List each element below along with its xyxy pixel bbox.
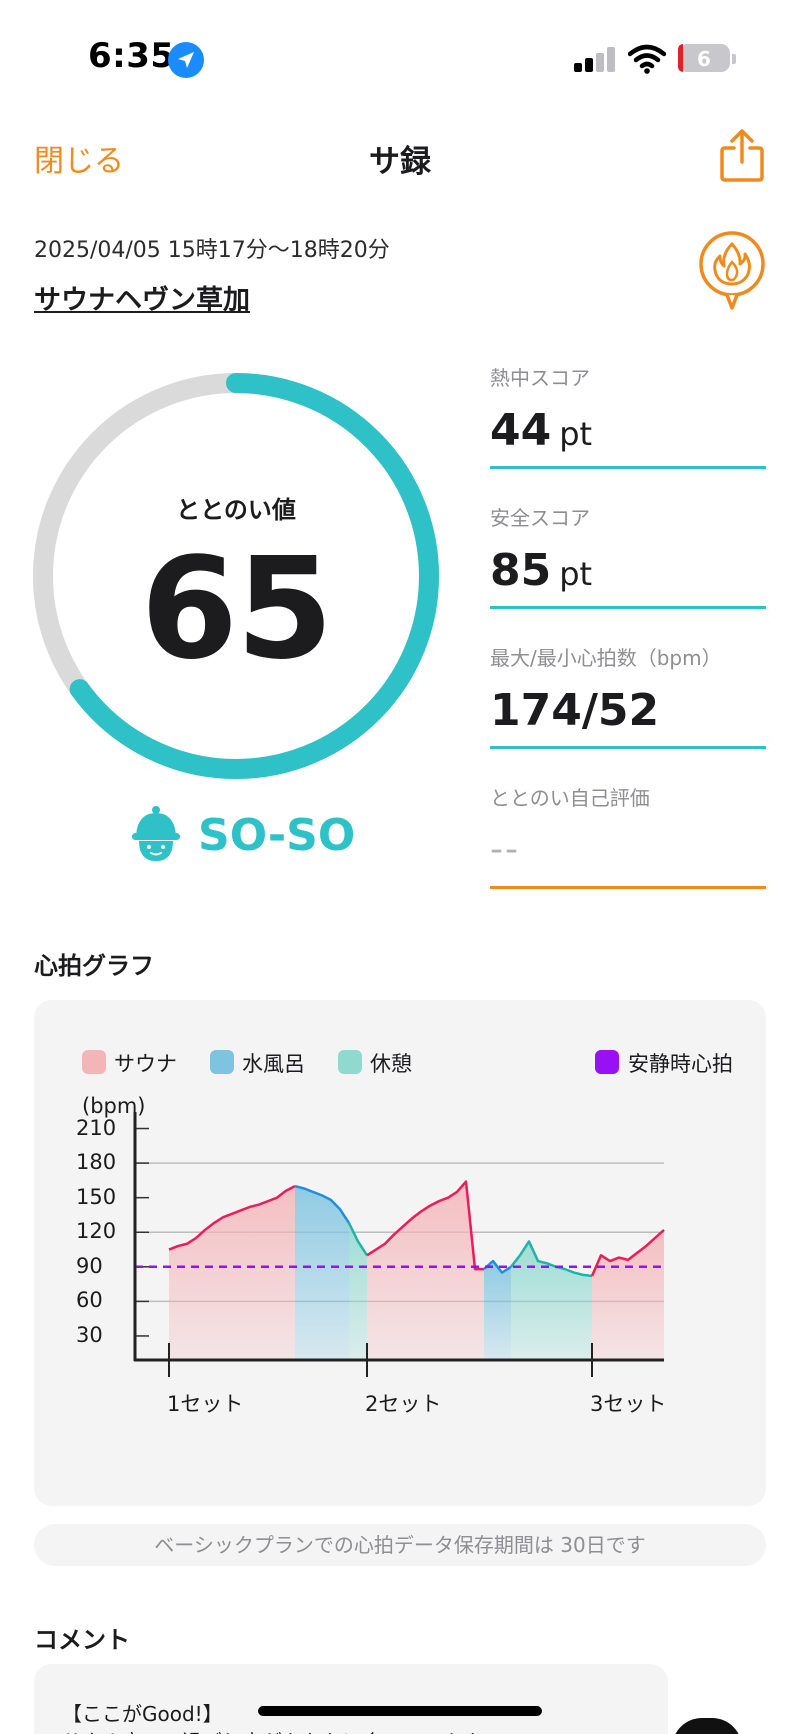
area-cold [484,1261,511,1359]
y-tick-label: 120 [76,1219,117,1244]
heat-score: 熱中スコア 44 pt [490,362,766,470]
x-tick-label: 3セット [590,1392,667,1416]
retention-note: ベーシックプランでの心拍データ保存期間は 30日です [34,1524,766,1566]
heart-rate-range: 最大/最小心拍数（bpm） 174/52 [490,642,766,750]
legend-swatch-cold-bath [210,1050,234,1074]
line-cold [483,1259,512,1274]
self-rating-label: ととのい自己評価 [490,786,650,810]
battery-cap [732,54,736,64]
area-cold [295,1186,349,1359]
totonoi-caption: ととのい値 [176,496,296,524]
sauna-hat-face-icon [130,805,182,863]
y-tick-label: 60 [76,1288,103,1313]
line-sauna [366,1180,484,1271]
safety-score-label: 安全スコア [490,506,590,530]
line-cold [294,1184,351,1224]
heat-score-number: 44 [490,405,552,456]
divider [490,606,766,609]
divider [490,746,766,749]
session-date-range: 2025/04/05 15時17分～18時20分 [34,238,390,263]
line-sauna [590,1229,665,1277]
comment-heading: 【ここがGood!】 [62,1702,223,1726]
close-button[interactable]: 閉じる [34,144,124,179]
y-tick-label: 90 [76,1253,103,1278]
heat-score-unit: pt [559,415,593,453]
divider [490,466,766,469]
safety-score-value: 85 pt [490,545,766,596]
legend-label-resting-hr: 安静時心拍 [628,1052,733,1076]
x-tick-label: 2セット [365,1392,442,1416]
totonoi-value: 65 [140,528,334,691]
heart-rate-chart: サウナ 水風呂 休憩 安静時心拍 (bpm) 210 180 150 120 90 60 3… [34,1000,766,1506]
heart-rate-range-label: 最大/最小心拍数（bpm） [490,646,722,670]
x-tick-label: 1セット [167,1392,244,1416]
location-arrow-icon [168,42,204,78]
battery-level: 6 [697,47,711,71]
flame-badge-icon[interactable] [696,230,768,314]
wifi-icon [627,44,667,74]
share-icon[interactable] [718,128,766,184]
safety-score-number: 85 [490,545,552,596]
area-sauna [367,1181,484,1359]
area-rest [511,1241,592,1359]
heart-rate-plot [133,1112,665,1377]
legend-label-cold-bath: 水風呂 [242,1052,305,1076]
y-tick-label: 30 [76,1322,103,1347]
comment-body: サウナ室での過ごし方があなたに合っています [62,1726,481,1734]
y-tick-label: 150 [76,1184,117,1209]
divider [490,886,766,889]
self-rating-value: -- [490,829,520,870]
facility-link[interactable]: サウナヘヴン草加 [34,285,250,316]
home-indicator [258,1706,542,1716]
line-sauna [168,1185,296,1251]
legend-swatch-sauna [82,1050,106,1074]
heart-rate-range-value: 174/52 [490,685,660,736]
line-rest [347,1222,369,1256]
battery-icon: 6 [678,44,730,72]
status-time: 6:35 [88,36,175,76]
heat-score-value: 44 pt [490,405,766,456]
self-rating[interactable]: ととのい自己評価 -- [490,782,766,890]
status-bar: 6:35 6 [0,0,800,110]
line-rest [510,1240,593,1278]
comment-title: コメント [34,1626,130,1654]
area-sauna [592,1229,664,1359]
legend-label-rest: 休憩 [370,1052,412,1076]
mood-label: SO-SO [198,810,356,861]
avatar [672,1718,742,1734]
heat-score-label: 熱中スコア [490,366,590,390]
cellular-signal-icon [574,46,616,72]
legend-swatch-rest [338,1050,362,1074]
area-rest [349,1223,367,1359]
page-title: サ録 [369,144,431,180]
area-sauna [169,1186,295,1359]
safety-score-unit: pt [559,555,593,593]
heart-graph-title: 心拍グラフ [34,952,154,980]
safety-score: 安全スコア 85 pt [490,502,766,610]
y-tick-label: 210 [76,1115,117,1140]
legend-swatch-resting-hr [595,1050,619,1074]
comment-card: 【ここがGood!】 サウナ室での過ごし方があなたに合っています [34,1664,668,1734]
legend-label-sauna: サウナ [114,1052,177,1076]
totonoi-gauge [33,373,439,779]
y-tick-label: 180 [76,1150,117,1175]
